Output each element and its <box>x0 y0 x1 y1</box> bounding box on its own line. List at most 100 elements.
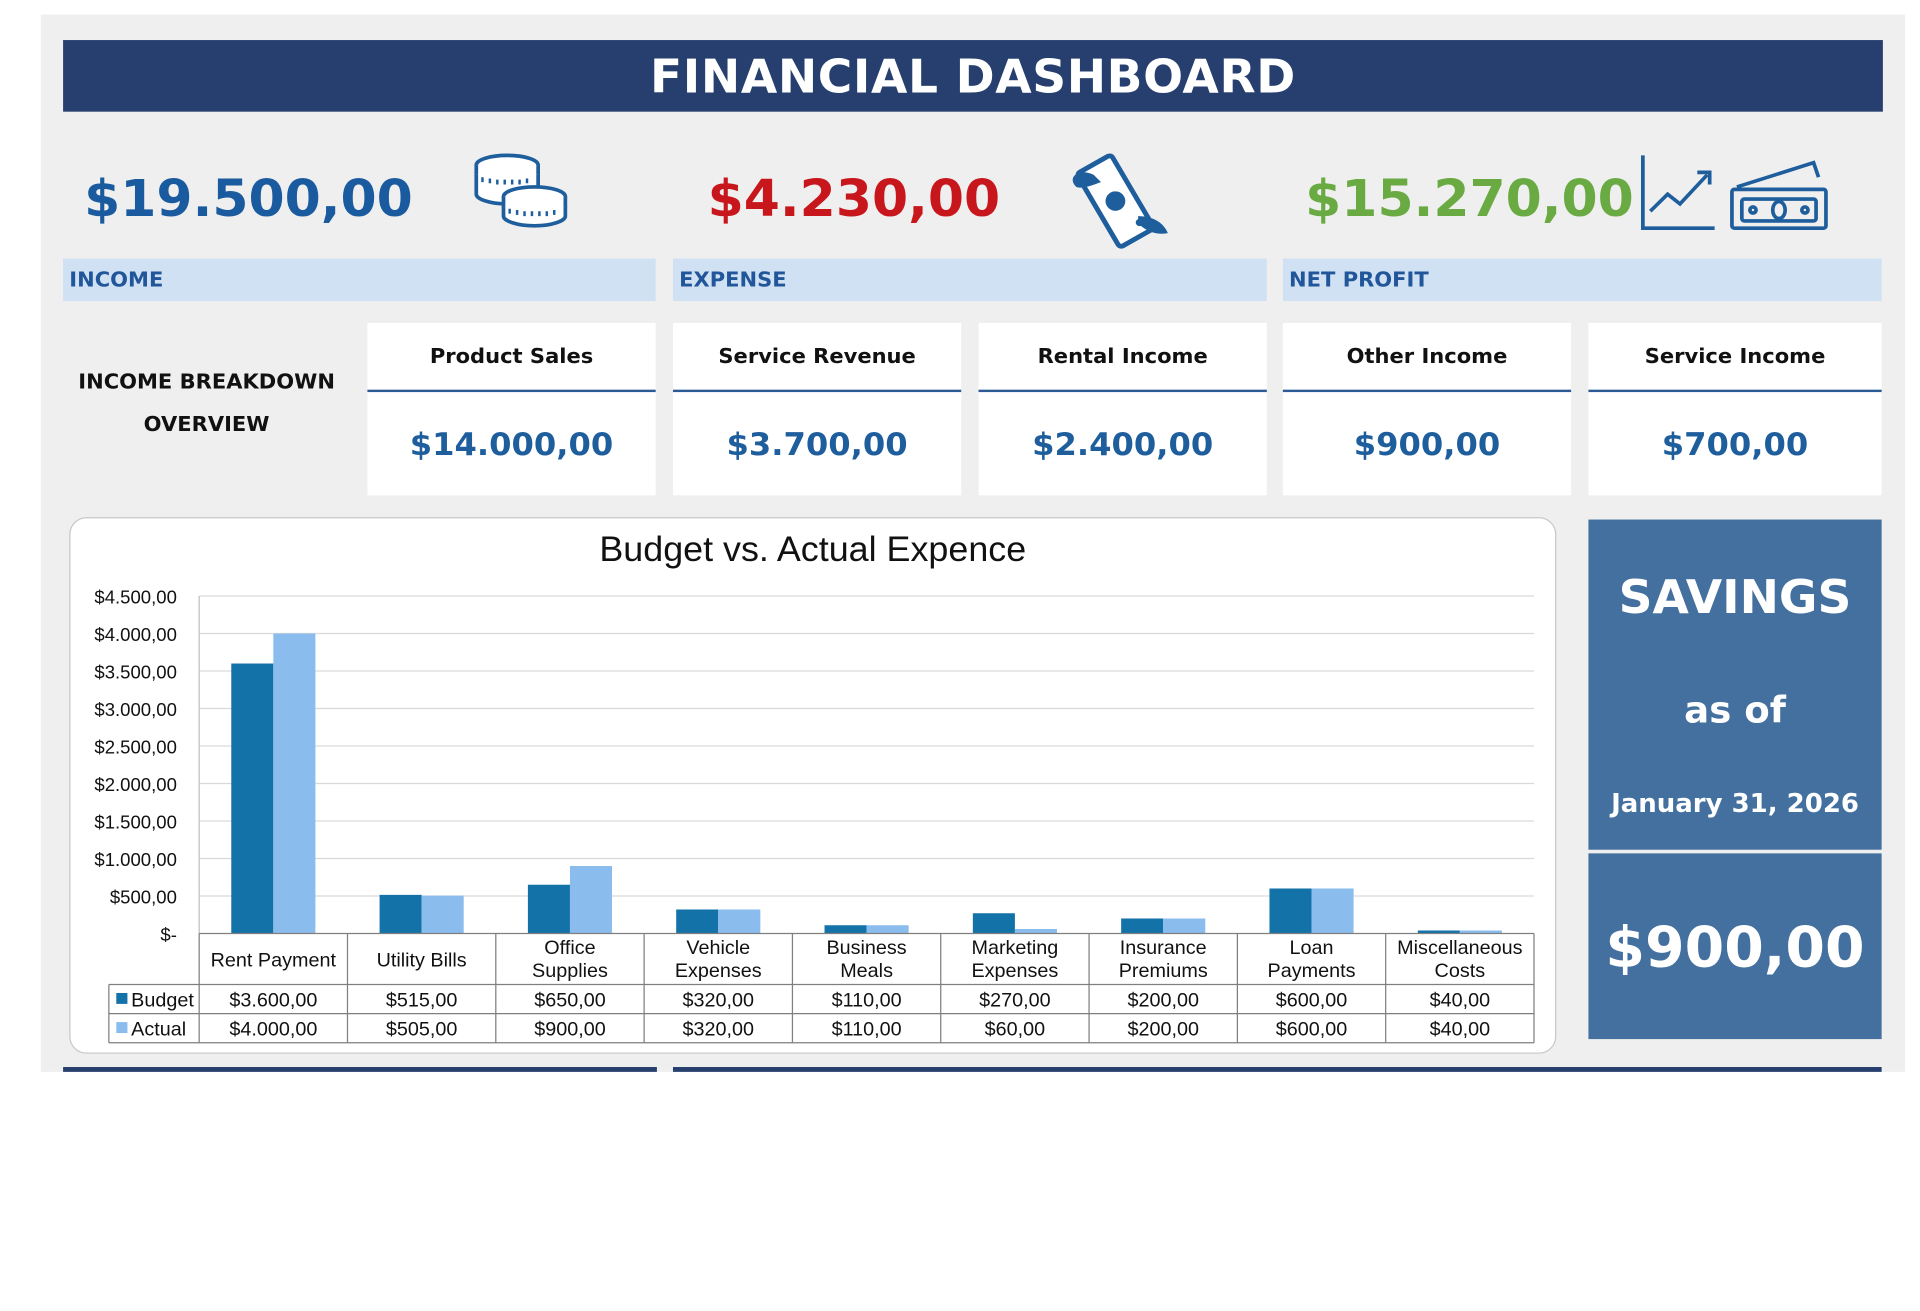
chart-title: Budget vs. Actual Expence <box>599 530 1027 570</box>
bar-actual <box>1459 930 1502 934</box>
data-label: $110,00 <box>832 1019 902 1041</box>
bar-actual <box>718 909 761 934</box>
y-tick-label: $2.500,00 <box>94 736 177 757</box>
category-label: Loan <box>1290 937 1334 959</box>
bar-budget <box>824 925 867 934</box>
data-label: $40,00 <box>1430 989 1491 1011</box>
savings-date: January 31, 2026 <box>1611 789 1859 819</box>
bar-actual <box>1311 888 1354 934</box>
category-label: Costs <box>1435 960 1486 982</box>
expense-value: $4.230,00 <box>707 168 1001 228</box>
savings-value: $900,00 <box>1588 853 1882 1040</box>
data-label: $200,00 <box>1127 1019 1199 1041</box>
y-tick-label: $2.000,00 <box>94 774 177 795</box>
category-label: Meals <box>840 960 893 982</box>
data-label: $4.000,00 <box>229 1019 317 1041</box>
income-card-other-income: Other Income $900,00 <box>1282 322 1572 496</box>
income-value: $19.500,00 <box>84 168 413 228</box>
y-tick-label: $3.000,00 <box>94 699 177 720</box>
category-label: Business <box>826 937 906 959</box>
category-label: Expenses <box>675 960 762 982</box>
data-label: $320,00 <box>683 1019 755 1041</box>
category-label: Insurance <box>1120 937 1207 959</box>
data-label: $60,00 <box>985 1019 1046 1041</box>
expense-label: EXPENSE <box>672 258 1267 302</box>
legend-key-actual <box>116 1022 128 1034</box>
bar-budget <box>527 884 570 934</box>
data-label: $270,00 <box>979 989 1051 1011</box>
income-card-product-sales: Product Sales $14.000,00 <box>367 322 656 496</box>
y-tick-label: $3.500,00 <box>94 661 177 682</box>
category-label: Utility Bills <box>377 949 467 971</box>
data-label: $505,00 <box>386 1019 458 1041</box>
category-label: Supplies <box>532 960 608 982</box>
category-label: Expenses <box>971 960 1058 982</box>
bar-budget <box>972 913 1015 934</box>
net-profit-value: $15.270,00 <box>1305 168 1634 228</box>
category-label: Miscellaneous <box>1397 937 1523 959</box>
bar-actual <box>866 925 909 934</box>
bar-actual <box>569 865 613 934</box>
category-label: Payments <box>1268 960 1356 982</box>
income-card-service-income: Service Income $700,00 <box>1588 322 1882 496</box>
data-label: $3.600,00 <box>229 989 317 1011</box>
y-tick-label: $4.500,00 <box>94 586 177 607</box>
income-card-label: Product Sales <box>367 323 656 393</box>
data-label: $320,00 <box>683 989 755 1011</box>
page-title: FINANCIAL DASHBOARD <box>63 40 1883 112</box>
income-card-label: Other Income <box>1282 323 1572 393</box>
income-card-label: Service Income <box>1588 323 1882 393</box>
legend-label-budget: Budget <box>131 989 194 1011</box>
y-tick-label: $1.500,00 <box>94 811 177 832</box>
bar-actual <box>421 895 464 934</box>
category-label: Marketing <box>971 937 1058 959</box>
income-card-service-revenue: Service Revenue $3.700,00 <box>672 322 962 496</box>
data-label: $110,00 <box>832 989 902 1011</box>
next-section-bar <box>672 1067 1882 1072</box>
data-label: $600,00 <box>1276 1019 1348 1041</box>
bar-budget <box>379 894 422 934</box>
data-label: $515,00 <box>386 989 458 1011</box>
income-card-value: $900,00 <box>1353 426 1501 464</box>
bar-budget <box>1269 888 1312 934</box>
income-card-rental-income: Rental Income $2.400,00 <box>978 322 1267 496</box>
income-card-value: $3.700,00 <box>726 426 908 464</box>
bar-actual <box>1014 928 1057 934</box>
bar-budget <box>676 909 719 934</box>
savings-title: SAVINGS <box>1618 570 1852 624</box>
y-tick-label: $500,00 <box>110 886 177 907</box>
data-label: $650,00 <box>534 989 606 1011</box>
data-label: $900,00 <box>534 1019 606 1041</box>
flying-money-icon <box>1072 153 1168 249</box>
category-label: Rent Payment <box>211 949 337 971</box>
income-card-value: $14.000,00 <box>409 426 614 464</box>
savings-panel: SAVINGS as of January 31, 2026 <box>1588 519 1882 850</box>
bar-actual <box>273 633 316 934</box>
data-label: $600,00 <box>1276 989 1348 1011</box>
chart-container <box>69 517 1557 1054</box>
next-section-bar <box>63 1067 657 1072</box>
y-tick-label: $4.000,00 <box>94 624 177 645</box>
data-label: $40,00 <box>1430 1019 1491 1041</box>
income-breakdown-title: INCOME BREAKDOWN OVERVIEW <box>63 362 350 447</box>
income-breakdown-title-line1: INCOME BREAKDOWN <box>78 370 335 395</box>
category-label: Vehicle <box>686 937 750 959</box>
income-card-value: $2.400,00 <box>1032 426 1214 464</box>
category-label: Premiums <box>1119 960 1208 982</box>
budget-vs-actual-chart: $- $500,00 $1.000,00 $1.500,00 $2.000,00 $2.5… <box>94 586 1535 1044</box>
y-tick-label: $1.000,00 <box>94 849 177 870</box>
growth-chart-cash-icon <box>1641 155 1828 231</box>
bar-budget <box>1121 918 1164 934</box>
legend-label-actual: Actual <box>131 1019 186 1041</box>
y-tick-label: $- <box>160 924 176 945</box>
data-label: $200,00 <box>1127 989 1199 1011</box>
net-profit-label: NET PROFIT <box>1282 258 1882 302</box>
income-card-label: Rental Income <box>978 323 1267 393</box>
bar-actual <box>1163 918 1206 934</box>
bar-budget <box>1417 930 1460 934</box>
savings-as-of: as of <box>1684 689 1786 732</box>
bar-budget <box>231 663 274 934</box>
income-breakdown-title-line2: OVERVIEW <box>143 412 270 438</box>
legend-key-budget <box>116 992 128 1004</box>
category-label: Office <box>544 937 595 959</box>
